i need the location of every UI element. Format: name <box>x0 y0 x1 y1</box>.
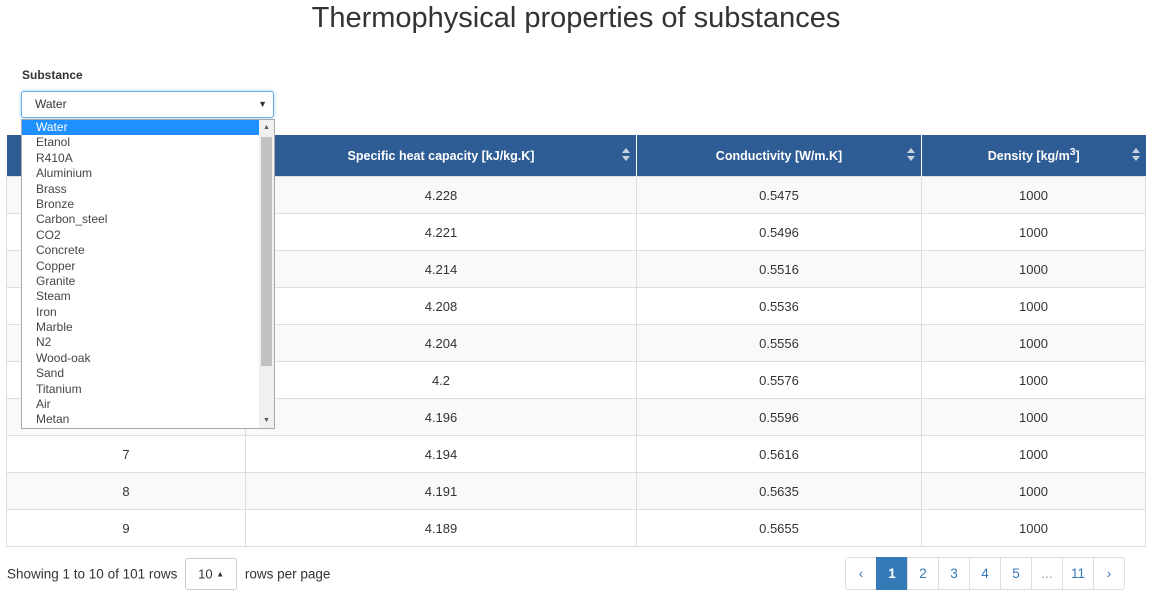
dropdown-option[interactable]: Iron <box>36 304 57 319</box>
table-cell: 4.208 <box>245 287 637 325</box>
dropdown-option[interactable]: Wood-oak <box>36 350 91 365</box>
dropdown-option[interactable]: Sand <box>36 366 65 381</box>
sort-icon <box>1131 148 1140 162</box>
table-cell: 4.228 <box>245 176 637 214</box>
dropdown-option[interactable]: Titanium <box>36 381 82 396</box>
substance-selected-value: Water <box>35 97 67 111</box>
table-cell: 1000 <box>921 472 1146 510</box>
dropdown-option[interactable]: Marble <box>36 320 73 335</box>
table-cell: 4.204 <box>245 324 637 362</box>
pagination-ellipsis[interactable]: ... <box>1031 557 1063 590</box>
sort-icon <box>622 148 630 162</box>
dropdown-option[interactable]: CO2 <box>36 227 61 242</box>
table-cell: 0.5616 <box>636 435 922 473</box>
dropdown-option[interactable]: Water <box>22 120 260 136</box>
pagination-info: Showing 1 to 10 of 101 rows 10 ▲ rows pe… <box>7 558 330 590</box>
substance-label: Substance <box>22 68 83 82</box>
table-cell: 0.5496 <box>636 213 922 251</box>
table-cell: 4.221 <box>245 213 637 251</box>
table-cell: 0.5635 <box>636 472 922 510</box>
column-header-conductivity[interactable]: Conductivity [W/m.K] <box>636 135 922 177</box>
table-cell: 1000 <box>921 509 1146 547</box>
table-cell: 4.196 <box>245 398 637 436</box>
table-cell: 0.5655 <box>636 509 922 547</box>
rows-per-page-text: rows per page <box>244 566 331 582</box>
dropdown-option[interactable]: Granite <box>36 273 76 288</box>
table-cell: 8 <box>6 472 246 510</box>
table-cell: 1000 <box>921 176 1146 214</box>
page-button[interactable]: 11 <box>1062 557 1095 590</box>
scroll-down-icon[interactable]: ▼ <box>263 417 270 424</box>
dropdown-option[interactable]: Metan <box>36 412 70 427</box>
scroll-up-icon[interactable]: ▲ <box>263 124 270 131</box>
table-cell: 1000 <box>921 287 1146 325</box>
dropdown-option[interactable]: Brass <box>36 181 67 196</box>
prev-page-button[interactable]: ‹ <box>845 557 877 590</box>
table-cell: 0.5596 <box>636 398 922 436</box>
dropdown-option[interactable]: Etanol <box>36 135 71 150</box>
dropdown-option[interactable]: Aluminium <box>36 166 93 181</box>
page-button[interactable]: 2 <box>907 557 939 590</box>
scrollbar-thumb[interactable] <box>261 137 272 366</box>
substance-dropdown-list[interactable]: Water Etanol R410A Aluminium Brass Bronze Carb… <box>21 119 275 429</box>
page-button[interactable]: 3 <box>938 557 970 590</box>
table-cell: 0.5556 <box>636 324 922 362</box>
table-cell: 0.5516 <box>636 250 922 288</box>
table-cell: 4.194 <box>245 435 637 473</box>
table-cell: 1000 <box>921 435 1146 473</box>
dropdown-scrollbar[interactable]: ▲ ▼ <box>259 120 274 428</box>
page-size-select[interactable]: 10 ▲ <box>185 558 238 590</box>
sort-icon <box>907 148 915 162</box>
caret-up-icon: ▲ <box>216 569 225 579</box>
table-cell: 4.191 <box>245 472 637 510</box>
table-cell: 7 <box>6 435 246 473</box>
table-cell: 0.5475 <box>636 176 922 214</box>
page-button[interactable]: 1 <box>876 557 908 590</box>
page-title: Thermophysical properties of substances <box>311 2 841 34</box>
dropdown-option[interactable]: Steam <box>36 289 71 304</box>
column-header-heat-capacity[interactable]: Specific heat capacity [kJ/kg.K] <box>245 135 637 177</box>
caret-down-icon: ▼ <box>258 99 267 109</box>
dropdown-option[interactable]: Copper <box>36 258 76 273</box>
table-cell: 4.214 <box>245 250 637 288</box>
dropdown-option[interactable]: Carbon_steel <box>36 212 108 227</box>
table-row: 9 4.189 0.5655 1000 <box>6 509 1146 547</box>
column-header-density[interactable]: Density [kg/m3] <box>921 135 1146 177</box>
page-button[interactable]: 4 <box>969 557 1001 590</box>
table-cell: 4.189 <box>245 509 637 547</box>
pagination: ‹ 1 2 3 4 5... 11 › <box>845 557 1126 590</box>
table-cell: 1000 <box>921 324 1146 362</box>
dropdown-option[interactable]: N2 <box>36 335 52 350</box>
table-cell: 9 <box>6 509 246 547</box>
table-cell: 4.2 <box>245 361 637 399</box>
table-cell: 1000 <box>921 213 1146 251</box>
table-cell: 0.5576 <box>636 361 922 399</box>
dropdown-option[interactable]: R410A <box>36 150 73 165</box>
table-cell: 0.5536 <box>636 287 922 325</box>
dropdown-option[interactable]: Air <box>36 397 51 412</box>
table-cell: 1000 <box>921 250 1146 288</box>
table-cell: 1000 <box>921 398 1146 436</box>
table-cell: 1000 <box>921 361 1146 399</box>
table-row: 7 4.194 0.5616 1000 <box>6 435 1146 473</box>
next-page-button[interactable]: › <box>1093 557 1126 590</box>
showing-rows-text: Showing 1 to 10 of 101 rows <box>7 566 178 582</box>
dropdown-option[interactable]: Concrete <box>36 243 85 258</box>
page-button[interactable]: 5 <box>1000 557 1032 590</box>
table-row: 8 4.191 0.5635 1000 <box>6 472 1146 510</box>
dropdown-option[interactable]: Bronze <box>36 196 75 211</box>
substance-select[interactable]: Water ▼ <box>21 91 274 118</box>
